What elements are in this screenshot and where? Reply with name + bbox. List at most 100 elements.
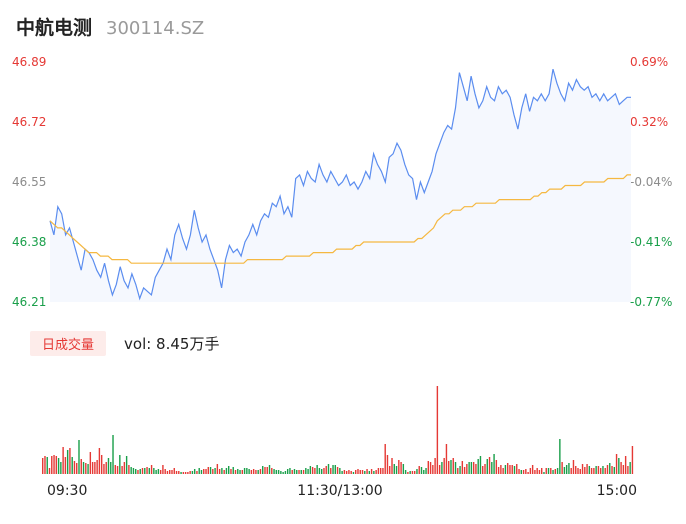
volume-bar [71, 457, 73, 474]
y-tick-label-left: 46.89 [12, 55, 46, 69]
volume-bar [538, 470, 541, 474]
volume-bar [330, 468, 332, 474]
volume-bar [336, 467, 339, 474]
volume-bar [604, 468, 606, 474]
volume-bar [477, 459, 479, 474]
volume-bar [520, 470, 522, 474]
volume-bar [305, 468, 307, 474]
volume-bar [69, 448, 71, 474]
volume-bar [575, 466, 577, 474]
volume-bar [205, 469, 207, 474]
volume-bar [112, 435, 114, 474]
volume-bar [547, 468, 550, 474]
volume-bar [311, 467, 314, 474]
volume-bar [132, 468, 135, 474]
volume-bar [559, 439, 561, 474]
volume-bar [343, 470, 346, 474]
volume-bar [429, 462, 432, 474]
volume-bar [191, 471, 194, 474]
volume-bar [531, 465, 534, 474]
volume-bar [64, 457, 67, 474]
volume-bar [53, 455, 55, 474]
volume-bar [411, 471, 414, 474]
volume-info-row: 日成交量 vol: 8.45万手 [30, 331, 219, 356]
volume-bar [522, 470, 525, 474]
volume-bar [468, 462, 470, 474]
y-tick-label-left: 46.21 [12, 295, 46, 309]
volume-bar [479, 456, 482, 474]
volume-bar [157, 469, 160, 474]
chart-header: 中航电测 300114.SZ [16, 13, 204, 39]
volume-bar [327, 464, 330, 474]
volume-bar [436, 386, 439, 474]
volume-bar [182, 472, 185, 474]
volume-bar [139, 469, 141, 474]
volume-bar [144, 468, 146, 474]
volume-bar [556, 468, 559, 474]
volume-bar [506, 463, 509, 474]
volume-bar [486, 459, 488, 474]
volume-bar [103, 464, 105, 474]
volume-bar [527, 472, 529, 474]
volume-bar [386, 455, 389, 474]
volume-bar [114, 465, 116, 474]
volume-bar [130, 467, 132, 474]
volume-bar [518, 469, 520, 474]
volume-bar [164, 469, 166, 474]
volume-bar [536, 468, 538, 474]
volume-bar [350, 471, 352, 474]
volume-bar [516, 464, 518, 474]
volume-bar [159, 470, 162, 474]
volume-bar [550, 468, 552, 474]
volume-bar [427, 461, 429, 474]
volume-bar [200, 470, 203, 474]
y-tick-label-left: 46.72 [12, 115, 46, 129]
volume-bar [207, 467, 209, 474]
volume-bar [282, 472, 284, 474]
volume-bar [209, 467, 212, 474]
volume-bar [214, 468, 216, 474]
volume-bar [153, 468, 155, 474]
volume-bar [80, 459, 82, 474]
volume-bar [470, 462, 473, 474]
volume-bar [85, 463, 87, 474]
volume-bar [491, 462, 493, 474]
volume-bar [169, 470, 171, 474]
volume-bar [123, 462, 126, 474]
volume-bar [155, 470, 157, 474]
volume-bar [622, 465, 625, 474]
volume-bar [121, 466, 123, 474]
volume-bar [581, 464, 584, 474]
volume-bar [441, 462, 443, 474]
y-tick-label-right: 0.32% [630, 115, 668, 129]
volume-bar [572, 460, 575, 474]
volume-bar [307, 469, 309, 474]
volume-bar [323, 468, 325, 474]
volume-bar [325, 466, 327, 474]
volume-bar [404, 470, 407, 474]
volume-bar [223, 470, 225, 474]
volume-bar [57, 458, 60, 474]
volume-bar [212, 469, 214, 474]
volume-bar [42, 458, 44, 474]
volume-bar [586, 464, 588, 474]
volume-bar [293, 469, 296, 474]
volume-bar [602, 466, 604, 474]
volume-bar [475, 464, 477, 474]
volume-bar [239, 470, 241, 474]
volume-bar [96, 460, 98, 474]
volume-bar [432, 465, 434, 474]
volume-bar [461, 461, 464, 474]
volume-bar [472, 462, 475, 474]
volume-bar [198, 468, 200, 474]
volume-bar [262, 466, 264, 474]
volume-bar [384, 444, 386, 474]
volume-bar [352, 472, 355, 474]
volume-bar [416, 469, 418, 474]
volume-bar [452, 458, 454, 474]
volume-bar [98, 448, 101, 474]
volume-bar [488, 457, 491, 474]
volume-bar [445, 444, 448, 474]
volume-bar [584, 467, 586, 474]
volume-bar [234, 470, 237, 474]
